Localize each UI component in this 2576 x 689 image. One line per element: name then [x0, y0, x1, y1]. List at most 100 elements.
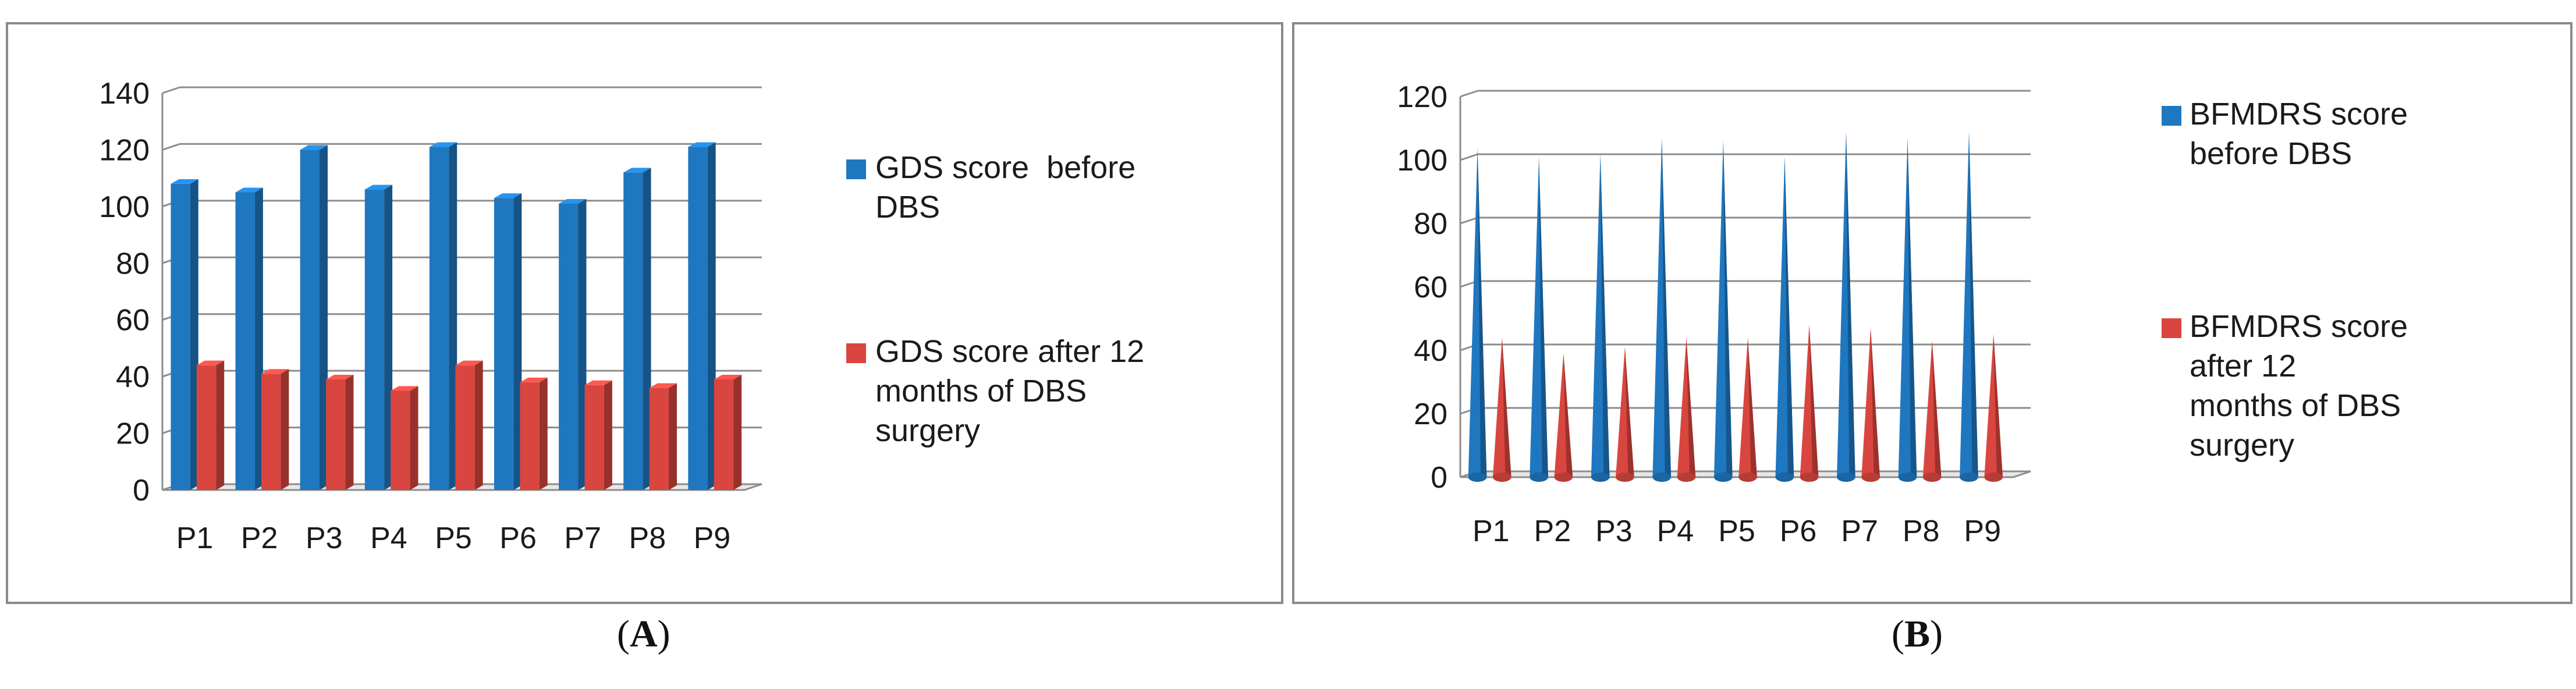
chart-a-bar-before-side — [513, 193, 522, 490]
legend-b-after-label: BFMDRS score after 12 months of DBS surg… — [2190, 309, 2408, 463]
chart-b-cone-before-base — [1713, 473, 1733, 482]
chart-a-bar-after-side — [216, 360, 225, 490]
chart-b-cone-before-shade — [1784, 157, 1794, 477]
chart-b-cone-after-base — [1492, 473, 1511, 482]
chart-b-cone-before-shade — [1477, 147, 1487, 477]
chart-b-cone-after-base — [1800, 473, 1819, 482]
chart-a-bar-before-top — [171, 179, 198, 184]
chart-a-xtick-label: P7 — [564, 521, 601, 555]
chart-b-cone-before-base — [1960, 473, 1978, 482]
chart-a-bar-before-top — [559, 198, 587, 204]
chart-a-bar-before-side — [384, 184, 393, 491]
chart-a-bar-before-side — [190, 179, 198, 490]
caption-a-label: A — [629, 613, 658, 655]
chart-a-bar-after — [261, 374, 281, 490]
chart-b-cone-before-shade — [1723, 141, 1733, 478]
chart-b-cone-after-base — [1861, 473, 1880, 482]
chart-b-xtick-label: P6 — [1780, 514, 1817, 548]
chart-a-ytick-label: 140 — [99, 77, 150, 111]
chart-a-bar-before — [688, 147, 708, 491]
chart-b-cone-before-base — [1837, 473, 1855, 482]
chart-b-gridline-side — [1460, 90, 1478, 98]
legend-a-before-label: GDS score before DBS — [875, 150, 1136, 225]
legend-b-before-swatch — [2162, 106, 2181, 126]
legend-a-after-label: GDS score after 12 months of DBS surgery — [875, 334, 1145, 448]
chart-a-bar-before-side — [449, 142, 457, 491]
chart-a-bar-before — [300, 150, 320, 490]
chart-a-bar-after — [584, 385, 604, 490]
chart-a-bar-after-side — [604, 380, 612, 490]
chart-a-bar-after-top — [196, 360, 225, 365]
chart-b-cone-after-base — [1922, 473, 1942, 482]
chart-a-bar-after-side — [669, 383, 677, 490]
chart-b-canvas: 0 20 40 60 80 100 120 P1 P2 P3 P4 P5 P6 P7 P8 P9 — [1397, 80, 2031, 548]
chart-b-cone-before-base — [1591, 473, 1610, 482]
chart-a-bar-after-side — [474, 360, 483, 490]
chart-a-bar-before — [171, 183, 190, 490]
chart-a-canvas: 0 20 40 60 80 100 120 140 P1 P2 P3 P4 P5 P6 P7 P8 P9 — [99, 77, 762, 555]
chart-b-cone-after-base — [1616, 473, 1634, 482]
chart-a-bar-before-top — [623, 168, 651, 173]
legend-a-before-swatch — [846, 159, 866, 179]
chart-a-gridline-side — [162, 86, 180, 94]
chart-b-cone-before-base — [1775, 473, 1794, 482]
chart-a-bar-after-side — [539, 377, 548, 490]
chart-a-bar-before-top — [494, 193, 522, 198]
chart-a-xtick-label: P6 — [499, 521, 537, 555]
chart-a-bar-after-side — [410, 386, 418, 490]
chart-b-cone-before-base — [1652, 473, 1672, 482]
chart-a-bar-after-top — [584, 380, 612, 385]
chart-a-bar-before-side — [320, 145, 328, 490]
chart-a-bar-before-top — [688, 142, 716, 147]
chart-b-cone-before-base — [1530, 473, 1548, 482]
chart-a-bar-before-side — [643, 168, 651, 490]
chart-b-ytick-label: 60 — [1414, 271, 1447, 304]
chart-a-bar-after-top — [326, 375, 354, 380]
chart-b-cone-before-shade — [1969, 131, 1978, 477]
chart-b-ytick-label: 20 — [1414, 397, 1447, 431]
chart-a-bar-after-top — [520, 377, 548, 382]
legend-b-before-label: BFMDRS score before DBS — [2190, 97, 2408, 171]
chart-a-bar-after-side — [345, 375, 354, 490]
legend-a-after-swatch — [846, 343, 866, 363]
chart-b-xtick-label: P1 — [1472, 514, 1510, 548]
caption-a: (A) — [617, 613, 670, 655]
chart-b-ytick-label: 40 — [1414, 334, 1447, 368]
chart-a-bar-after — [196, 365, 217, 490]
chart-a-bar-after — [520, 382, 540, 490]
chart-b-ytick-label: 0 — [1431, 461, 1447, 495]
caption-b-label: B — [1904, 613, 1931, 655]
chart-a-ytick-label: 100 — [99, 190, 150, 224]
chart-a-ytick-label: 80 — [116, 247, 150, 280]
chart-a-bar-after-top — [261, 369, 289, 374]
chart-a-bar-before-side — [254, 187, 263, 490]
chart-a-ytick-label: 40 — [116, 360, 150, 394]
chart-a-bar-before — [364, 189, 385, 491]
chart-b-xtick-label: P3 — [1595, 514, 1633, 548]
chart-a-bar-after — [455, 365, 475, 490]
caption-b: (B) — [1892, 613, 1943, 655]
chart-b-gridline-side — [1460, 153, 1478, 161]
chart-a-bar-before-side — [578, 198, 587, 490]
chart-a-gridline-side — [162, 143, 180, 151]
chart-b-cone-before-base — [1468, 473, 1487, 482]
chart-b-cone-after-shade — [1809, 325, 1819, 477]
chart-b-ytick-label: 100 — [1397, 144, 1447, 177]
chart-a-bar-before — [623, 172, 643, 490]
chart-b-cone-before-base — [1898, 473, 1917, 482]
chart-a-bar-after-top — [391, 386, 418, 391]
chart-a-xtick-label: P2 — [241, 521, 278, 555]
chart-a-ytick-label: 0 — [133, 474, 150, 507]
chart-a-bar-after — [649, 388, 669, 490]
chart-b-ytick-label: 80 — [1414, 207, 1447, 241]
chart-a-xtick-label: P8 — [629, 521, 666, 555]
chart-b-xtick-label: P9 — [1964, 514, 2001, 548]
chart-a-bar-before — [235, 192, 255, 490]
chart-b-cone-after-base — [1554, 473, 1573, 482]
chart-a-ytick-label: 20 — [116, 417, 150, 451]
chart-b-cone-before-shade — [1600, 154, 1610, 478]
chart-b-xtick-label: P2 — [1534, 514, 1571, 548]
chart-a-bar-after-top — [649, 383, 677, 388]
chart-a-xtick-label: P9 — [694, 521, 731, 555]
chart-b-cone-after-shade — [1993, 334, 2003, 477]
